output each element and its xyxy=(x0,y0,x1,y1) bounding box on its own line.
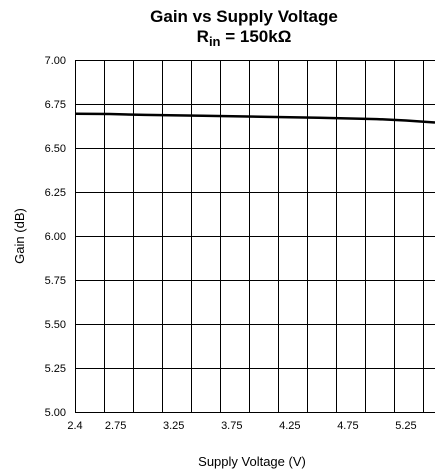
x-tick-label: 3.75 xyxy=(221,420,242,432)
x-axis-label: Supply Voltage (V) xyxy=(198,454,306,469)
chart-title: Gain vs Supply Voltage xyxy=(150,7,338,26)
x-tick-label: 3.25 xyxy=(163,420,184,432)
y-tick-label: 5.50 xyxy=(45,319,66,331)
x-tick-label: 4.25 xyxy=(279,420,300,432)
y-tick-label: 6.50 xyxy=(45,143,66,155)
chart-subtitle: Rin = 150kΩ xyxy=(197,27,292,49)
subtitle-subscript: in xyxy=(209,34,221,49)
y-axis-label: Gain (dB) xyxy=(12,208,27,264)
y-tick-label: 6.75 xyxy=(45,99,66,111)
series-line xyxy=(75,114,435,123)
plot-area: 7.00 6.75 6.50 6.25 6.00 5.75 5.50 5.25 5.002.4 2… xyxy=(45,55,435,432)
y-tick-label: 5.75 xyxy=(45,275,66,287)
x-tick-label: 4.75 xyxy=(337,420,358,432)
subtitle-main: R xyxy=(197,27,209,46)
y-tick-label: 7.00 xyxy=(45,55,66,67)
x-tick-label: 5.25 xyxy=(395,420,416,432)
x-tick-label: 2.75 xyxy=(105,420,126,432)
y-tick-label: 5.00 xyxy=(45,407,66,419)
y-tick-label: 6.25 xyxy=(45,187,66,199)
y-tick-label: 6.00 xyxy=(45,231,66,243)
subtitle-rest: = 150kΩ xyxy=(221,27,292,46)
x-tick-label: 2.4 xyxy=(67,420,82,432)
y-tick-label: 5.25 xyxy=(45,363,66,375)
